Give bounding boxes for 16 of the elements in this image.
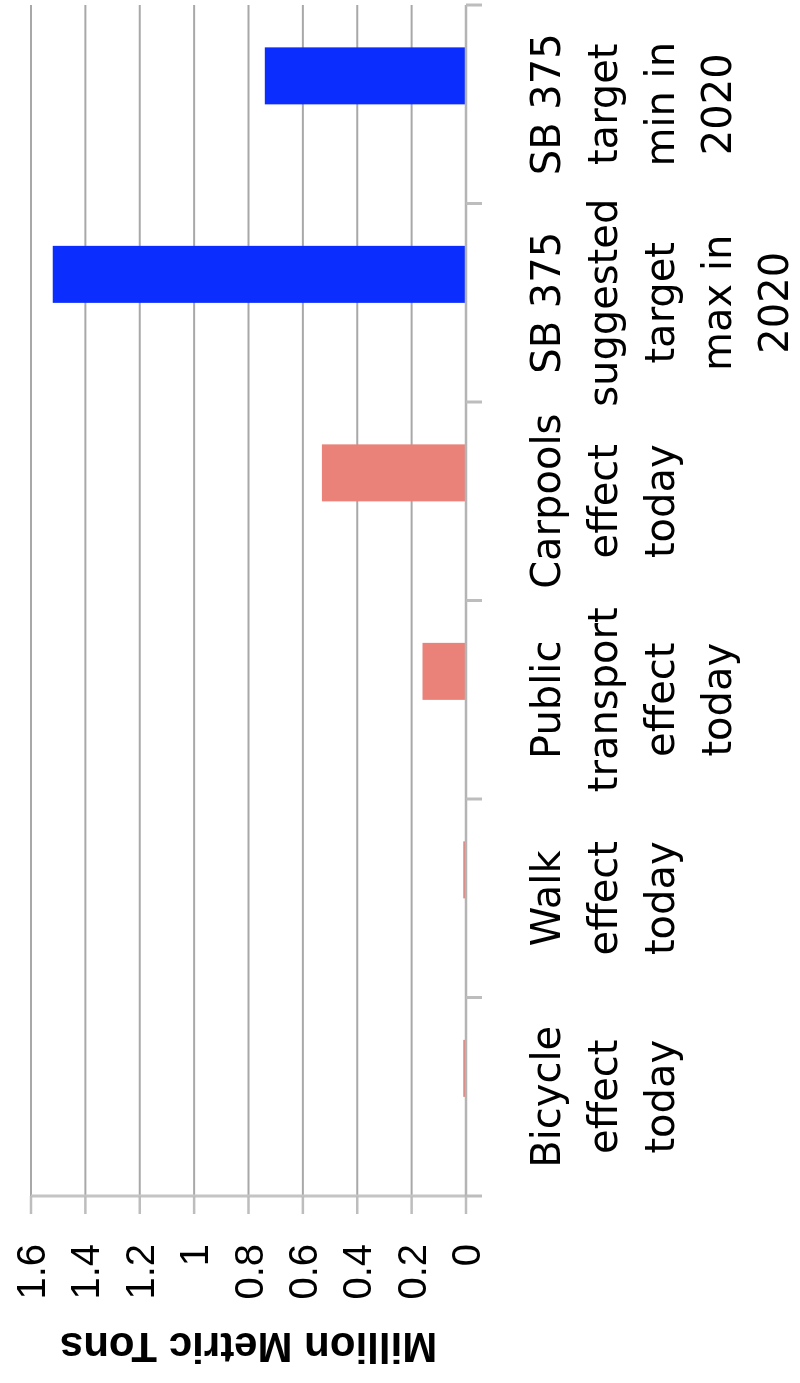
x-tick-label: 1.2 (117, 1244, 162, 1300)
x-tick-label: 0.4 (335, 1244, 380, 1300)
x-tick-label: 0 (444, 1244, 488, 1267)
y-tick-label: SB 375 suggested target max in 2020 (523, 198, 797, 407)
y-tick-label: Carpools effect today (523, 413, 683, 589)
y-tick-label: Public transport effect today (523, 607, 740, 793)
x-tick-label: 1.4 (63, 1244, 108, 1300)
y-tick-label: Bicycle effect today (523, 1025, 683, 1168)
x-tick-label: 1 (172, 1244, 217, 1267)
x-tick-label: 1.6 (9, 1244, 53, 1300)
y-tick-label: Walk effect today (523, 841, 683, 956)
y-tick-label: SB 375 target min in 2020 (523, 33, 740, 176)
x-tick-label: 0.6 (280, 1244, 325, 1300)
x-axis-title: Million Metric Tons (58, 1324, 439, 1371)
x-tick-label: 0.2 (389, 1244, 434, 1300)
x-tick-label: 0.8 (226, 1244, 271, 1300)
